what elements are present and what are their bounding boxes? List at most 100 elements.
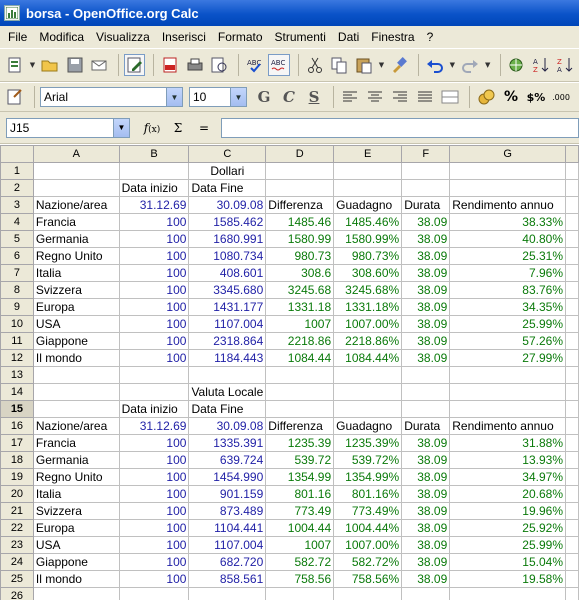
- row-header[interactable]: 6: [0, 247, 34, 265]
- cell-b[interactable]: 100: [118, 349, 190, 367]
- cell-e[interactable]: [333, 366, 403, 384]
- menu-strumenti[interactable]: Strumenti: [274, 30, 326, 44]
- row-header[interactable]: 25: [0, 570, 34, 588]
- cell-c[interactable]: 1080.734: [188, 247, 267, 265]
- cell-a[interactable]: Europa: [32, 519, 120, 537]
- cell-g[interactable]: 25.31%: [449, 247, 566, 265]
- cell-c[interactable]: 1107.004: [188, 315, 267, 333]
- menu-inserisci[interactable]: Inserisci: [161, 30, 206, 44]
- menu-visualizza[interactable]: Visualizza: [96, 30, 150, 44]
- cell-h[interactable]: [565, 434, 579, 452]
- cell-f[interactable]: [401, 366, 451, 384]
- cell-g[interactable]: 34.35%: [449, 298, 566, 316]
- cell-h[interactable]: [565, 451, 579, 469]
- cell-b[interactable]: Data inizio: [118, 400, 190, 418]
- cell-a[interactable]: Francia: [32, 213, 120, 231]
- cell-b[interactable]: 100: [118, 315, 190, 333]
- cell-h[interactable]: [565, 230, 579, 248]
- cell-a[interactable]: Italia: [32, 264, 120, 282]
- cell-a[interactable]: [32, 162, 120, 180]
- cell-d[interactable]: [265, 383, 335, 401]
- cell-h[interactable]: [565, 247, 579, 265]
- cell-g[interactable]: [449, 162, 566, 180]
- cell-g[interactable]: 25.92%: [449, 519, 566, 537]
- cell-d[interactable]: 539.72: [265, 451, 335, 469]
- cell-b[interactable]: 100: [118, 519, 190, 537]
- cell-d[interactable]: 758.56: [265, 570, 335, 588]
- cell-c[interactable]: 1184.443: [188, 349, 267, 367]
- row-header[interactable]: 13: [0, 366, 34, 384]
- row-header[interactable]: 19: [0, 468, 34, 486]
- copy-icon[interactable]: [329, 54, 351, 76]
- cell-c[interactable]: [188, 366, 267, 384]
- cell-a[interactable]: Giappone: [32, 553, 120, 571]
- cell-b[interactable]: 31.12.69: [118, 196, 190, 214]
- cell-g[interactable]: [449, 179, 566, 197]
- cell-d[interactable]: 1354.99: [265, 468, 335, 486]
- cell-d[interactable]: 1004.44: [265, 519, 335, 537]
- cell-g[interactable]: [449, 400, 566, 418]
- cell-e[interactable]: 1084.44%: [333, 349, 403, 367]
- row-header[interactable]: 11: [0, 332, 34, 350]
- cell-g[interactable]: 25.99%: [449, 315, 566, 333]
- cell-e[interactable]: 1007.00%: [333, 536, 403, 554]
- cell-e[interactable]: 980.73%: [333, 247, 403, 265]
- cell-h[interactable]: [565, 162, 579, 180]
- cell-f[interactable]: [401, 179, 451, 197]
- cell-a[interactable]: Regno Unito: [32, 247, 120, 265]
- cell-g[interactable]: 57.26%: [449, 332, 566, 350]
- cell-e[interactable]: 1331.18%: [333, 298, 403, 316]
- row-header[interactable]: 3: [0, 196, 34, 214]
- font-name-select[interactable]: Arial ▼: [40, 87, 183, 107]
- cell-g[interactable]: Rendimento annuo: [449, 417, 566, 435]
- cell-f[interactable]: [401, 383, 451, 401]
- cell-c[interactable]: 901.159: [188, 485, 267, 503]
- cell-c[interactable]: 1454.990: [188, 468, 267, 486]
- cell-c[interactable]: Data Fine: [188, 179, 267, 197]
- cell-f[interactable]: 38.09: [401, 281, 451, 299]
- cell-g[interactable]: Rendimento annuo: [449, 196, 566, 214]
- cell-a[interactable]: Germania: [32, 230, 120, 248]
- cell-h[interactable]: [565, 570, 579, 588]
- cell-a[interactable]: Il mondo: [32, 349, 120, 367]
- cell-a[interactable]: Francia: [32, 434, 120, 452]
- cell-c[interactable]: Valuta Locale: [188, 383, 267, 401]
- column-header-h[interactable]: [565, 145, 579, 163]
- cell-b[interactable]: 100: [118, 230, 190, 248]
- cell-f[interactable]: Durata: [401, 196, 451, 214]
- cell-a[interactable]: [32, 383, 120, 401]
- cell-h[interactable]: [565, 502, 579, 520]
- row-header[interactable]: 1: [0, 162, 34, 180]
- cell-b[interactable]: 100: [118, 247, 190, 265]
- cell-d[interactable]: 980.73: [265, 247, 335, 265]
- cell-a[interactable]: Svizzera: [32, 281, 120, 299]
- cell-e[interactable]: 1004.44%: [333, 519, 403, 537]
- cell-c[interactable]: 1431.177: [188, 298, 267, 316]
- cell-e[interactable]: 801.16%: [333, 485, 403, 503]
- cell-d[interactable]: 1331.18: [265, 298, 335, 316]
- cell-c[interactable]: 30.09.08: [188, 417, 267, 435]
- cell-f[interactable]: 38.09: [401, 485, 451, 503]
- column-header-c[interactable]: C: [188, 145, 267, 163]
- cell-g[interactable]: 19.58%: [449, 570, 566, 588]
- row-header[interactable]: 12: [0, 349, 34, 367]
- cell-g[interactable]: 7.96%: [449, 264, 566, 282]
- cell-e[interactable]: Guadagno: [333, 196, 403, 214]
- cell-f[interactable]: 38.09: [401, 213, 451, 231]
- cell-b[interactable]: [118, 587, 190, 600]
- cell-e[interactable]: 1354.99%: [333, 468, 403, 486]
- cell-d[interactable]: 3245.68: [265, 281, 335, 299]
- cell-b[interactable]: [118, 162, 190, 180]
- cell-h[interactable]: [565, 349, 579, 367]
- cell-b[interactable]: [118, 383, 190, 401]
- column-header-e[interactable]: E: [333, 145, 403, 163]
- cell-b[interactable]: [118, 366, 190, 384]
- cell-b[interactable]: 100: [118, 434, 190, 452]
- column-header-b[interactable]: B: [118, 145, 190, 163]
- cell-h[interactable]: [565, 179, 579, 197]
- cell-c[interactable]: 30.09.08: [188, 196, 267, 214]
- cell-c[interactable]: Data Fine: [188, 400, 267, 418]
- print-icon[interactable]: [184, 54, 206, 76]
- currency-icon[interactable]: [475, 86, 497, 108]
